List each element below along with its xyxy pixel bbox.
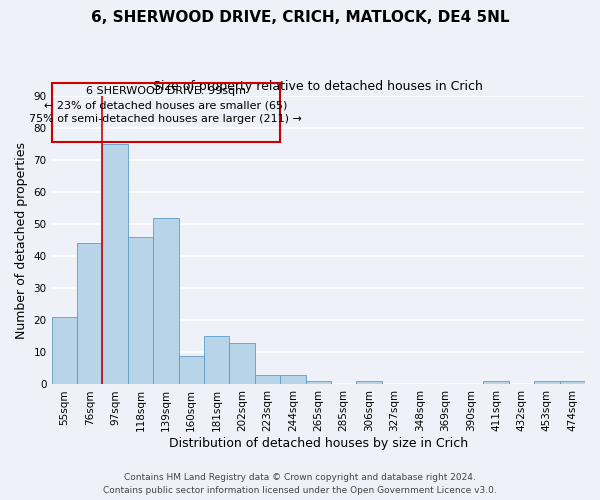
Bar [280, 375, 305, 384]
Bar [128, 237, 153, 384]
Bar [52, 82, 280, 142]
Bar [179, 356, 204, 384]
Bar [52, 317, 77, 384]
Title: Size of property relative to detached houses in Crich: Size of property relative to detached ho… [154, 80, 483, 93]
Bar [484, 381, 509, 384]
Bar [77, 243, 103, 384]
Bar [204, 336, 229, 384]
Bar [560, 381, 585, 384]
Bar [305, 381, 331, 384]
Bar [229, 342, 255, 384]
Bar [255, 375, 280, 384]
X-axis label: Distribution of detached houses by size in Crich: Distribution of detached houses by size … [169, 437, 468, 450]
Bar [153, 218, 179, 384]
Y-axis label: Number of detached properties: Number of detached properties [15, 142, 28, 338]
Bar [356, 381, 382, 384]
Text: 6 SHERWOOD DRIVE: 99sqm
← 23% of detached houses are smaller (65)
75% of semi-de: 6 SHERWOOD DRIVE: 99sqm ← 23% of detache… [29, 86, 302, 124]
Text: Contains HM Land Registry data © Crown copyright and database right 2024.
Contai: Contains HM Land Registry data © Crown c… [103, 474, 497, 495]
Bar [103, 144, 128, 384]
Bar [534, 381, 560, 384]
Text: 6, SHERWOOD DRIVE, CRICH, MATLOCK, DE4 5NL: 6, SHERWOOD DRIVE, CRICH, MATLOCK, DE4 5… [91, 10, 509, 25]
